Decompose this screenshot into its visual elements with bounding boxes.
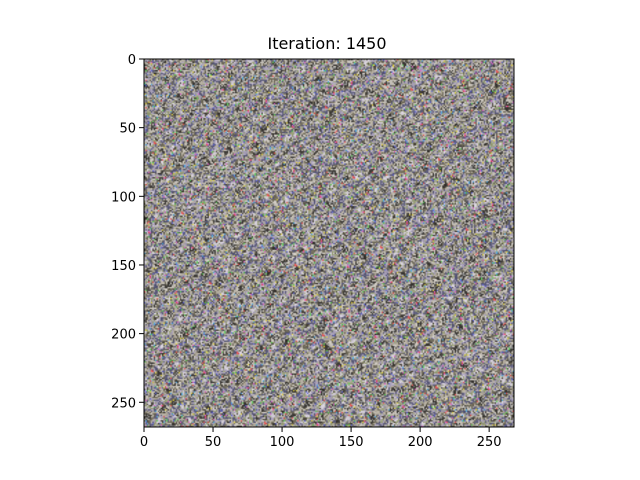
y-axis: 0 50 100 150 200 250: [111, 53, 144, 411]
y-tick-label: 50: [119, 122, 136, 137]
y-tick-label: 100: [111, 190, 136, 205]
x-axis: 0 50 100 150 200 250: [140, 427, 502, 450]
y-tick-label: 200: [111, 328, 136, 343]
axes-frame: [143, 58, 515, 428]
x-tick-label: 250: [477, 435, 502, 450]
noise-image: [144, 59, 514, 427]
y-tick-label: 0: [128, 53, 136, 68]
x-tick-label: 0: [140, 435, 148, 450]
x-tick-label: 150: [339, 435, 364, 450]
y-tick-label: 250: [111, 396, 136, 411]
x-tick-label: 100: [270, 435, 295, 450]
chart-title: Iteration: 1450: [267, 34, 386, 53]
x-tick-label: 50: [205, 435, 222, 450]
y-tick-label: 150: [111, 259, 136, 274]
x-tick-label: 200: [408, 435, 433, 450]
